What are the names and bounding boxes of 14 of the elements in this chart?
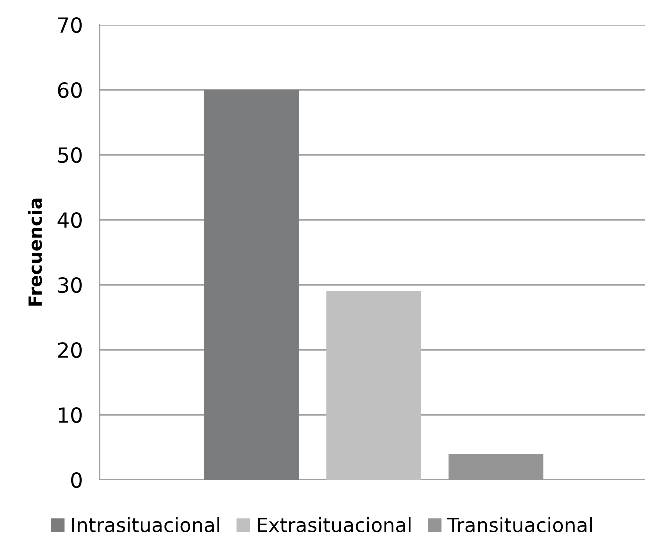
y-tick-label: 70 [58,17,82,34]
bar [326,292,422,480]
legend-label: Intrasituacional [72,517,220,533]
y-tick-label: 10 [59,407,82,424]
y-axis-title: Frecuencia [28,198,42,306]
bar [204,90,300,480]
y-tick-label: 60 [58,82,82,98]
y-tick-label: 20 [58,342,82,358]
y-tick-label: 50 [58,147,82,164]
y-tick-label: 0 [71,472,82,488]
y-tick-label: 30 [58,277,82,294]
legend-label: Extrasituacional [258,517,411,533]
y-tick-label: 40 [58,212,82,228]
legend-label: Transituacional [448,517,592,533]
